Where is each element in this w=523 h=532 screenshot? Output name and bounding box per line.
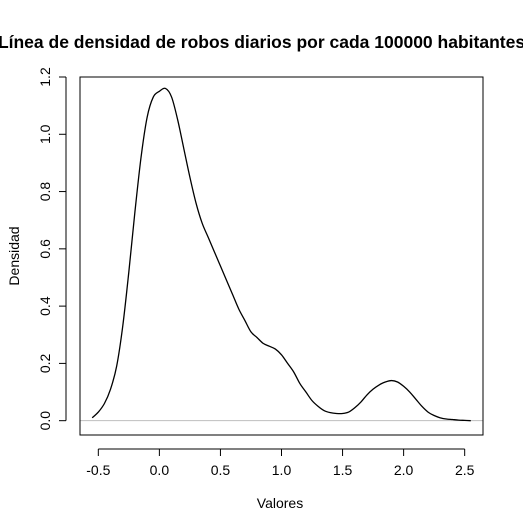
y-axis-label: Densidad xyxy=(6,226,22,285)
y-axis: 0.0 0.2 0.4 0.6 0.8 1.0 1.2 xyxy=(37,67,67,431)
y-tick-label: 1.2 xyxy=(37,67,53,87)
x-tick-label: 2.0 xyxy=(394,462,414,478)
y-tick-label: 0.4 xyxy=(37,296,53,316)
plot-frame xyxy=(79,76,484,436)
y-tick-label: 0.2 xyxy=(37,353,53,373)
y-tick-label: 0.8 xyxy=(37,182,53,202)
y-tick-label: 1.0 xyxy=(37,124,53,144)
x-axis-label: Valores xyxy=(257,495,303,511)
x-tick-label: 1.5 xyxy=(333,462,353,478)
density-line xyxy=(91,87,471,422)
x-tick-label: 0.0 xyxy=(150,462,170,478)
x-tick-label: 2.5 xyxy=(455,462,475,478)
chart-title: Línea de densidad de robos diarios por c… xyxy=(0,32,523,52)
x-tick-label: -0.5 xyxy=(86,462,110,478)
x-tick-label: 1.0 xyxy=(272,462,292,478)
y-tick-label: 0.6 xyxy=(37,239,53,259)
x-axis: -0.5 0.0 0.5 1.0 1.5 2.0 2.5 xyxy=(86,448,475,478)
y-tick-label: 0.0 xyxy=(37,411,53,431)
x-tick-label: 0.5 xyxy=(211,462,231,478)
